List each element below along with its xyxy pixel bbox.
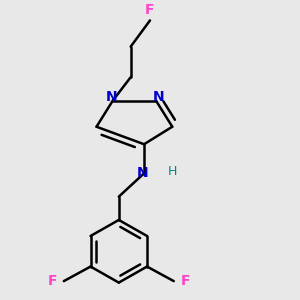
- Text: N: N: [152, 90, 164, 104]
- Text: F: F: [48, 274, 57, 288]
- Text: N: N: [137, 166, 148, 180]
- Text: F: F: [180, 274, 190, 288]
- Text: F: F: [145, 4, 155, 17]
- Text: H: H: [168, 165, 177, 178]
- Text: N: N: [106, 90, 117, 104]
